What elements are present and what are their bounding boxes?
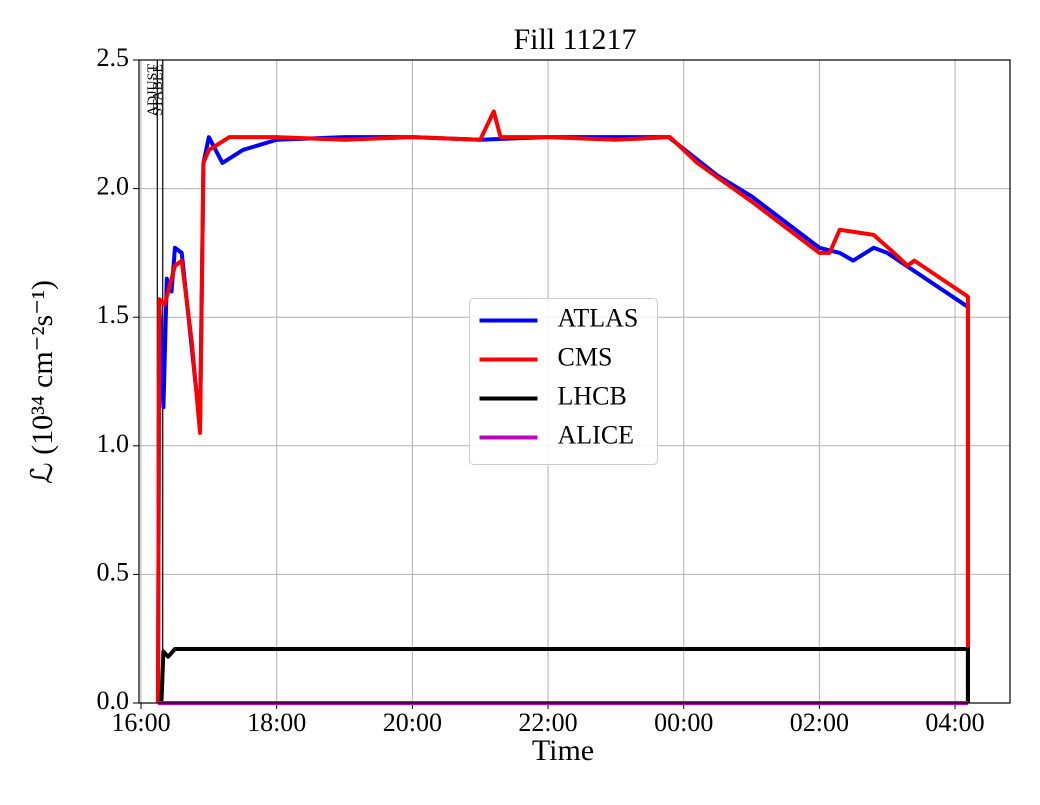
y-tick-label: 1.5: [97, 300, 130, 329]
legend-label: CMS: [558, 342, 613, 371]
data-line: [155, 109, 970, 704]
x-tick-label: 18:00: [247, 708, 306, 737]
x-tick-label: 04:00: [925, 708, 984, 737]
legend-label: ALICE: [558, 420, 635, 449]
legend-box: [469, 298, 658, 465]
y-tick-label: 1.0: [97, 429, 130, 458]
y-tick-label: 0.0: [97, 686, 130, 715]
chart-title: Fill 11217: [513, 23, 636, 56]
x-tick-label: 16:00: [111, 708, 170, 737]
data-line: [159, 646, 970, 704]
x-tick-label: 22:00: [518, 708, 577, 737]
x-axis-label: Time: [532, 734, 594, 767]
x-tick-label: 00:00: [654, 708, 713, 737]
plot-frame: [138, 59, 1011, 704]
y-tick-label: 2.0: [97, 172, 130, 201]
y-tick-label: 0.5: [97, 557, 130, 586]
annotation-label: ADJUST: [146, 64, 161, 117]
legend-label: LHCB: [558, 381, 627, 410]
x-tick-label: 02:00: [790, 708, 849, 737]
y-axis-label: ℒ (10³⁴ cm⁻²s⁻¹): [26, 280, 59, 484]
legend-label: ATLAS: [558, 303, 639, 332]
annotation-label: STABLE: [151, 64, 166, 116]
x-tick-label: 20:00: [383, 708, 442, 737]
y-tick-label: 2.5: [97, 43, 130, 72]
